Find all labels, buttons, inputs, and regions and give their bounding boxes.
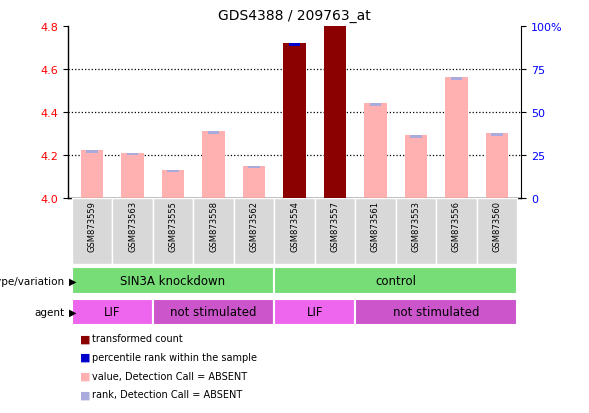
Bar xyxy=(274,268,517,294)
Text: GSM873555: GSM873555 xyxy=(168,200,177,251)
Text: ▶: ▶ xyxy=(69,307,77,317)
Text: percentile rank within the sample: percentile rank within the sample xyxy=(92,352,257,362)
Text: ■: ■ xyxy=(80,389,90,399)
Bar xyxy=(370,104,381,107)
Bar xyxy=(315,198,355,264)
Bar xyxy=(274,299,355,325)
Bar xyxy=(121,153,144,198)
Bar xyxy=(167,171,178,173)
Bar xyxy=(162,171,184,198)
Bar xyxy=(72,198,112,264)
Bar xyxy=(72,268,274,294)
Bar xyxy=(355,198,396,264)
Bar xyxy=(208,132,219,134)
Text: not stimulated: not stimulated xyxy=(393,305,479,318)
Text: GSM873559: GSM873559 xyxy=(88,200,97,251)
Bar xyxy=(355,299,517,325)
Text: GSM873562: GSM873562 xyxy=(250,200,259,251)
Text: not stimulated: not stimulated xyxy=(170,305,257,318)
Text: ■: ■ xyxy=(80,334,90,344)
Bar xyxy=(127,153,138,156)
Text: GSM873554: GSM873554 xyxy=(290,200,299,251)
Bar xyxy=(396,198,436,264)
Bar xyxy=(243,166,265,198)
Text: control: control xyxy=(375,274,416,287)
Bar xyxy=(486,134,508,198)
Bar xyxy=(87,151,98,154)
Bar xyxy=(436,198,477,264)
Text: GSM873558: GSM873558 xyxy=(209,200,218,251)
Text: LIF: LIF xyxy=(306,305,323,318)
Bar xyxy=(274,198,315,264)
Bar xyxy=(329,25,340,27)
Text: value, Detection Call = ABSENT: value, Detection Call = ABSENT xyxy=(92,371,247,381)
Text: transformed count: transformed count xyxy=(92,334,183,344)
Text: GSM873560: GSM873560 xyxy=(492,200,501,251)
Bar xyxy=(249,166,260,169)
Text: ▶: ▶ xyxy=(69,276,77,286)
Bar xyxy=(283,44,306,198)
Bar xyxy=(153,198,193,264)
Bar xyxy=(153,299,274,325)
Text: rank, Detection Call = ABSENT: rank, Detection Call = ABSENT xyxy=(92,389,243,399)
Bar xyxy=(411,136,422,139)
Title: GDS4388 / 209763_at: GDS4388 / 209763_at xyxy=(218,9,371,23)
Text: ■: ■ xyxy=(80,352,90,362)
Text: GSM873557: GSM873557 xyxy=(330,200,339,251)
Bar xyxy=(81,151,103,198)
Text: genotype/variation: genotype/variation xyxy=(0,276,65,286)
Bar xyxy=(112,198,153,264)
Bar xyxy=(289,44,300,47)
Bar xyxy=(203,132,224,198)
Bar xyxy=(491,134,502,137)
Bar xyxy=(405,136,427,198)
Bar xyxy=(72,299,153,325)
Bar xyxy=(365,104,386,198)
Bar xyxy=(445,78,468,198)
Text: agent: agent xyxy=(35,307,65,317)
Bar xyxy=(451,78,462,81)
Text: GSM873561: GSM873561 xyxy=(371,200,380,251)
Bar xyxy=(324,25,346,198)
Text: GSM873553: GSM873553 xyxy=(412,200,421,251)
Bar xyxy=(193,198,234,264)
Text: LIF: LIF xyxy=(104,305,121,318)
Text: SIN3A knockdown: SIN3A knockdown xyxy=(121,274,226,287)
Text: GSM873556: GSM873556 xyxy=(452,200,461,251)
Text: ■: ■ xyxy=(80,371,90,381)
Text: GSM873563: GSM873563 xyxy=(128,200,137,251)
Bar xyxy=(234,198,274,264)
Bar xyxy=(477,198,517,264)
